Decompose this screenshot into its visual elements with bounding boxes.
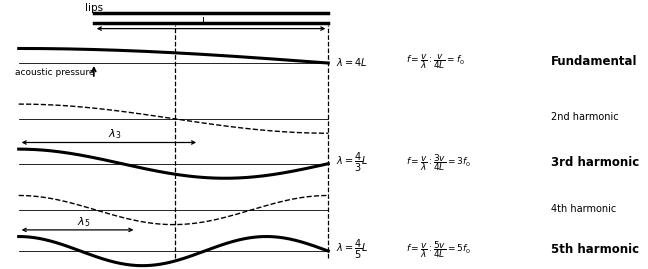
Text: $\lambda = 4L$: $\lambda = 4L$ — [336, 56, 367, 68]
Text: 3rd harmonic: 3rd harmonic — [551, 156, 639, 169]
Text: 5th harmonic: 5th harmonic — [551, 243, 639, 256]
Text: acoustic pressure: acoustic pressure — [15, 68, 95, 77]
Text: 4th harmonic: 4th harmonic — [551, 204, 616, 214]
Text: $\lambda_5$: $\lambda_5$ — [77, 215, 90, 229]
Text: 2nd harmonic: 2nd harmonic — [551, 112, 618, 122]
Text: $f = \dfrac{v}{\lambda} : \dfrac{5v}{4L} = 5f_0$: $f = \dfrac{v}{\lambda} : \dfrac{5v}{4L}… — [406, 239, 471, 260]
Text: $\lambda_3$: $\lambda_3$ — [108, 128, 122, 141]
Text: $f = \dfrac{v}{\lambda} : \dfrac{v}{4L} = f_0$: $f = \dfrac{v}{\lambda} : \dfrac{v}{4L} … — [406, 52, 465, 71]
Text: lips: lips — [85, 3, 103, 13]
Text: $\lambda = \dfrac{4}{5}L$: $\lambda = \dfrac{4}{5}L$ — [336, 238, 369, 261]
Text: $f = \dfrac{v}{\lambda} : \dfrac{3v}{4L} = 3f_0$: $f = \dfrac{v}{\lambda} : \dfrac{3v}{4L}… — [406, 152, 471, 173]
Text: Fundamental: Fundamental — [551, 55, 637, 68]
Text: $\lambda = \dfrac{4}{3}L$: $\lambda = \dfrac{4}{3}L$ — [336, 151, 369, 174]
Text: L: L — [202, 17, 208, 27]
